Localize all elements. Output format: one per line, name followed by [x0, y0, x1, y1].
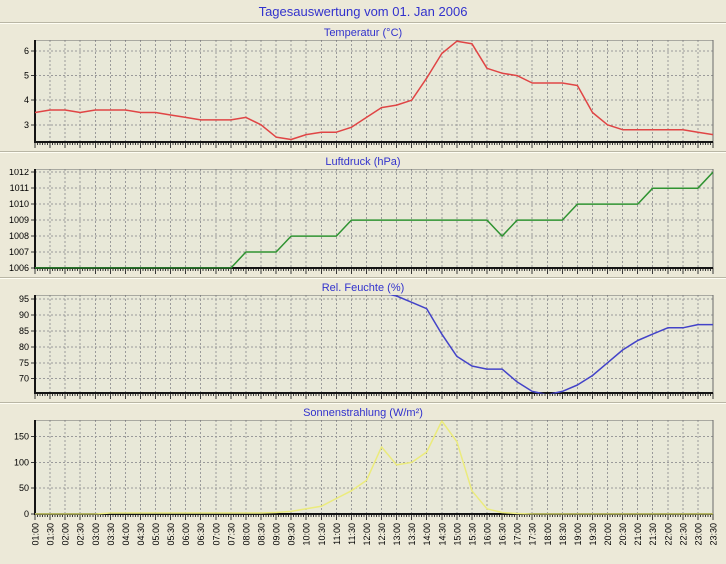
svg-text:14:30: 14:30 [437, 523, 447, 546]
svg-text:1010: 1010 [9, 199, 29, 209]
svg-text:6: 6 [24, 46, 29, 56]
svg-text:3: 3 [24, 120, 29, 130]
svg-text:22:30: 22:30 [678, 523, 688, 546]
svg-text:75: 75 [19, 358, 29, 368]
svg-text:19:30: 19:30 [588, 523, 598, 546]
svg-text:23:30: 23:30 [709, 523, 719, 546]
svg-text:5: 5 [24, 71, 29, 81]
svg-text:14:00: 14:00 [422, 523, 432, 546]
chart-title-humidity: Rel. Feuchte (%) [321, 282, 405, 294]
pressure-chart: 1006 1007 1008 1009 1010 1011 1012 [9, 169, 714, 274]
title-divider [0, 22, 726, 24]
svg-text:08:30: 08:30 [257, 523, 267, 546]
svg-text:17:30: 17:30 [528, 523, 538, 546]
svg-text:15:00: 15:00 [452, 523, 462, 546]
svg-text:16:00: 16:00 [483, 523, 493, 546]
svg-text:05:30: 05:30 [166, 523, 176, 546]
svg-text:21:30: 21:30 [648, 523, 658, 546]
svg-text:18:00: 18:00 [543, 523, 553, 546]
chart-title-temperature: Temperatur (°C) [323, 27, 403, 39]
svg-text:1012: 1012 [9, 169, 29, 177]
svg-text:1008: 1008 [9, 231, 29, 241]
svg-text:10:00: 10:00 [302, 523, 312, 546]
svg-text:13:00: 13:00 [392, 523, 402, 546]
svg-text:03:30: 03:30 [106, 523, 116, 546]
svg-text:100: 100 [14, 457, 29, 467]
svg-text:85: 85 [19, 326, 29, 336]
svg-text:09:00: 09:00 [272, 523, 282, 546]
svg-text:07:00: 07:00 [211, 523, 221, 546]
svg-text:18:30: 18:30 [558, 523, 568, 546]
svg-text:95: 95 [19, 295, 29, 304]
svg-text:15:30: 15:30 [467, 523, 477, 546]
svg-text:80: 80 [19, 342, 29, 352]
svg-text:02:30: 02:30 [76, 523, 86, 546]
svg-text:1011: 1011 [10, 183, 29, 193]
svg-text:03:00: 03:00 [91, 523, 101, 546]
svg-text:4: 4 [24, 95, 29, 105]
svg-text:06:00: 06:00 [181, 523, 191, 546]
svg-text:01:00: 01:00 [31, 523, 41, 546]
svg-text:22:00: 22:00 [663, 523, 673, 546]
svg-text:05:00: 05:00 [151, 523, 161, 546]
chart-title-pressure: Luftdruck (hPa) [325, 156, 401, 168]
svg-text:04:00: 04:00 [121, 523, 131, 546]
svg-text:23:00: 23:00 [693, 523, 703, 546]
svg-text:19:00: 19:00 [573, 523, 583, 546]
section-divider-3 [0, 402, 726, 404]
svg-text:09:30: 09:30 [287, 523, 297, 546]
svg-text:1009: 1009 [9, 215, 29, 225]
svg-text:70: 70 [19, 374, 29, 384]
svg-text:90: 90 [19, 310, 29, 320]
svg-text:1006: 1006 [9, 263, 29, 273]
page-title: Tagesauswertung vom 01. Jan 2006 [258, 4, 468, 19]
chart-section-pressure: Luftdruck (hPa) 1006 1007 1008 1009 1010 1011… [0, 154, 726, 276]
solar-radiation-chart: 0 50 100 150 01:00 01:30 02:00 02:30 03:00 03:30 0… [14, 420, 719, 546]
svg-text:20:00: 20:00 [603, 523, 613, 546]
svg-text:0: 0 [24, 509, 29, 519]
svg-text:20:30: 20:30 [618, 523, 628, 546]
svg-text:01:30: 01:30 [46, 523, 56, 546]
section-divider-2 [0, 277, 726, 279]
svg-text:10:30: 10:30 [317, 523, 327, 546]
svg-text:12:00: 12:00 [362, 523, 372, 546]
svg-text:13:30: 13:30 [407, 523, 417, 546]
svg-text:02:00: 02:00 [61, 523, 71, 546]
svg-text:1007: 1007 [9, 247, 29, 257]
svg-text:11:00: 11:00 [332, 523, 342, 545]
chart-title-solar-radiation: Sonnenstrahlung (W/m²) [303, 407, 423, 419]
svg-text:12:30: 12:30 [377, 523, 387, 546]
svg-text:04:30: 04:30 [136, 523, 146, 546]
temperature-chart: 3 4 5 6 [24, 40, 714, 148]
humidity-chart: 70 75 80 85 90 95 [19, 295, 714, 399]
chart-section-humidity: Rel. Feuchte (%) 70 75 80 85 90 95 [0, 280, 726, 401]
svg-text:07:30: 07:30 [226, 523, 236, 546]
svg-text:11:30: 11:30 [347, 523, 357, 545]
section-divider-1 [0, 151, 726, 153]
svg-text:06:30: 06:30 [196, 523, 206, 546]
chart-section-solar-radiation: Sonnenstrahlung (W/m²) 0 50 100 150 01:00 01:… [0, 405, 726, 560]
chart-section-temperature: Temperatur (°C) 3 4 5 6 [0, 25, 726, 150]
svg-text:16:30: 16:30 [498, 523, 508, 546]
svg-text:21:00: 21:00 [633, 523, 643, 546]
svg-text:50: 50 [19, 483, 29, 493]
svg-text:150: 150 [14, 432, 29, 442]
svg-text:08:00: 08:00 [241, 523, 251, 546]
svg-text:17:00: 17:00 [513, 523, 523, 546]
